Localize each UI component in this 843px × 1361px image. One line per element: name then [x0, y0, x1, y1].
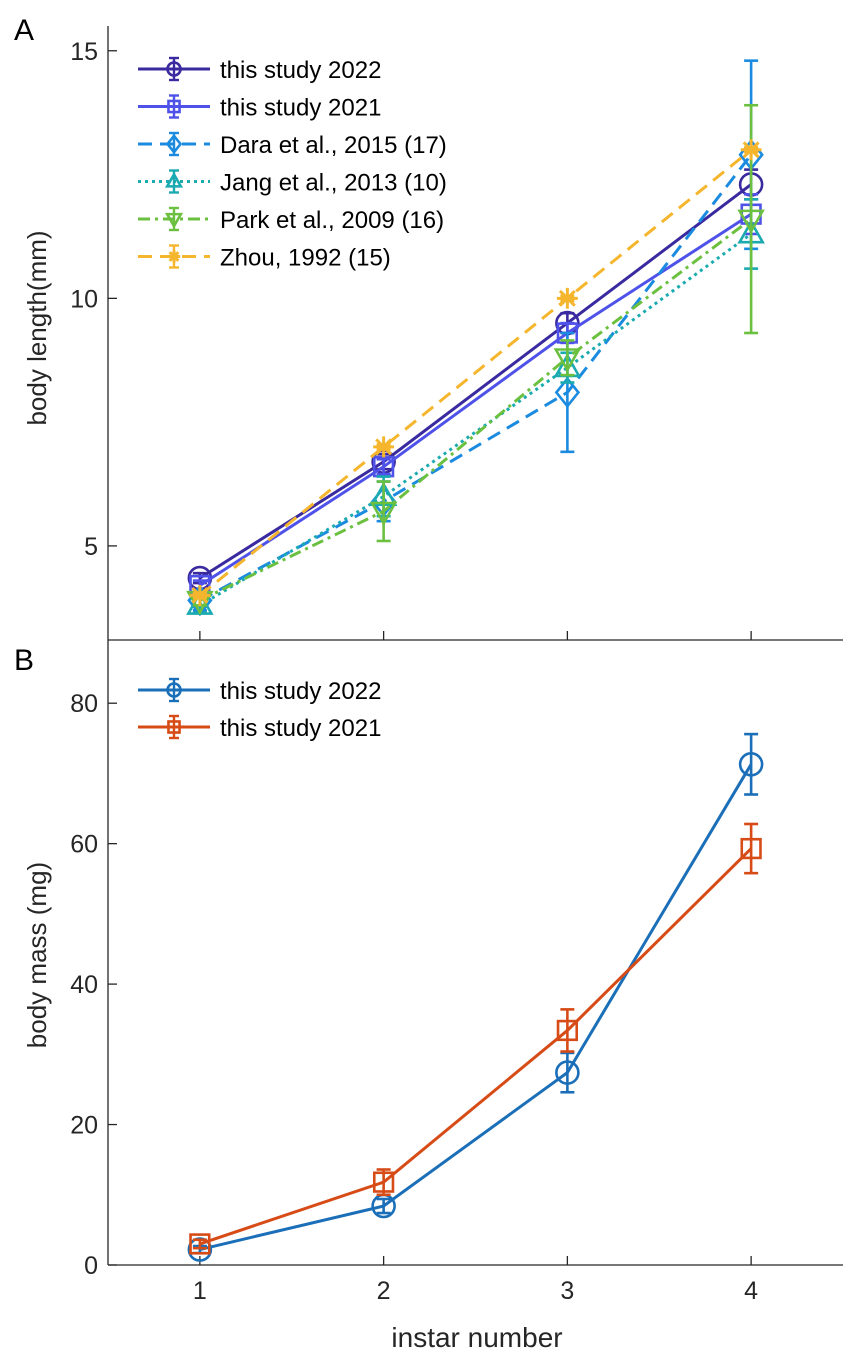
series-line-dara-et-al-2015-17 [199, 153, 753, 602]
legend-entry-jang-et-al-2013-10: Jang et al., 2013 (10) [138, 169, 447, 197]
data-point-this-study-2021 [556, 1019, 579, 1042]
legend-entry-this-study-2022: this study 2022 [138, 677, 381, 705]
legend-marker [165, 133, 183, 155]
data-point-park-et-al-2009-16 [369, 501, 398, 526]
series-zhou-1992-15 [189, 139, 762, 606]
data-point-this-study-2021 [189, 1233, 211, 1255]
legend-entry-this-study-2021: this study 2021 [138, 714, 381, 742]
panel-a-y-tick-label: 5 [84, 533, 98, 561]
panel-b-y-tick-label: 20 [70, 1112, 98, 1140]
data-point-park-et-al-2009-16 [553, 348, 582, 373]
legend-label: Jang et al., 2013 (10) [220, 170, 447, 197]
panel-b-label: B [14, 644, 34, 677]
legend-marker [167, 99, 181, 114]
series-line-this-study-2022 [199, 183, 753, 580]
panel-a-label: A [14, 14, 34, 47]
legend-entry-dara-et-al-2015-17: Dara et al., 2015 (17) [138, 131, 447, 159]
legend-marker [166, 61, 182, 77]
panel-a-axes: 5 10 15 [70, 26, 843, 641]
series-this-study-2022 [187, 732, 764, 1262]
legend-label: this study 2022 [220, 57, 381, 84]
panel-b-y-tick-label: 0 [84, 1252, 98, 1280]
panel-a-y-tick-label: 10 [70, 285, 98, 313]
data-point-zhou-1992-15 [189, 584, 211, 606]
panel-a-y-tick-label: 15 [70, 38, 98, 66]
series-this-study-2021 [189, 822, 762, 1255]
x-tick-label-2: 2 [377, 1277, 391, 1305]
panel-a-series-group [186, 59, 765, 617]
legend-label: Zhou, 1992 (15) [220, 245, 391, 272]
panel-b-y-tick-label: 60 [70, 831, 98, 859]
legend-entry-this-study-2021: this study 2021 [138, 94, 381, 122]
legend-entry-park-et-al-2009-16: Park et al., 2009 (16) [138, 206, 444, 234]
x-tick-label-4: 4 [744, 1277, 758, 1305]
data-point-this-study-2022 [555, 1060, 580, 1085]
data-point-zhou-1992-15 [373, 436, 395, 458]
series-line-jang-et-al-2013-10 [199, 232, 753, 607]
legend-marker [167, 250, 181, 263]
legend-marker [167, 720, 181, 734]
legend-label: this study 2021 [220, 95, 381, 122]
legend-entry-zhou-1992-15: Zhou, 1992 (15) [138, 244, 391, 272]
x-axis-label: instar number [391, 1322, 562, 1353]
panel-b-axes: 0 20 40 60 80 1 2 3 4 [70, 640, 843, 1305]
panel-b-series-group [187, 732, 764, 1262]
series-line-zhou-1992-15 [198, 148, 753, 597]
x-tick-label-1: 1 [193, 1277, 207, 1305]
panel-b-y-tick-label: 80 [70, 690, 98, 718]
legend-marker [166, 682, 182, 698]
x-tick-label-3: 3 [560, 1277, 574, 1305]
series-park-et-al-2009-16 [186, 103, 765, 616]
panel-a-y-axis-label: body length(mm) [22, 230, 52, 425]
data-point-zhou-1992-15 [556, 287, 578, 309]
panel-b: B body mass (mg) 0 20 40 60 80 1 2 3 4 this stud… [14, 640, 843, 1353]
legend-entry-this-study-2022: this study 2022 [138, 56, 381, 84]
series-line-this-study-2021 [199, 847, 753, 1246]
data-point-this-study-2022 [738, 751, 764, 777]
panel-b-y-tick-label: 40 [70, 971, 98, 999]
legend-label: Park et al., 2009 (16) [220, 207, 444, 234]
panel-b-legend: this study 2022 this study 2021 [138, 677, 381, 742]
series-line-this-study-2022 [199, 763, 753, 1252]
panel-a-legend: this study 2022 this study 2021 Dara et al… [138, 56, 447, 272]
legend-label: this study 2022 [220, 678, 381, 705]
data-point-zhou-1992-15 [740, 139, 762, 161]
legend-marker [164, 212, 184, 229]
panel-b-y-axis-label: body mass (mg) [22, 862, 52, 1048]
data-point-this-study-2021 [372, 1171, 395, 1193]
data-point-this-study-2021 [740, 837, 762, 860]
data-point-park-et-al-2009-16 [737, 209, 765, 234]
legend-marker [164, 171, 184, 188]
data-point-dara-et-al-2015-17 [554, 376, 581, 409]
series-line-park-et-al-2009-16 [199, 217, 753, 602]
legend-label: Dara et al., 2015 (17) [220, 132, 447, 159]
legend-label: this study 2021 [220, 715, 381, 742]
